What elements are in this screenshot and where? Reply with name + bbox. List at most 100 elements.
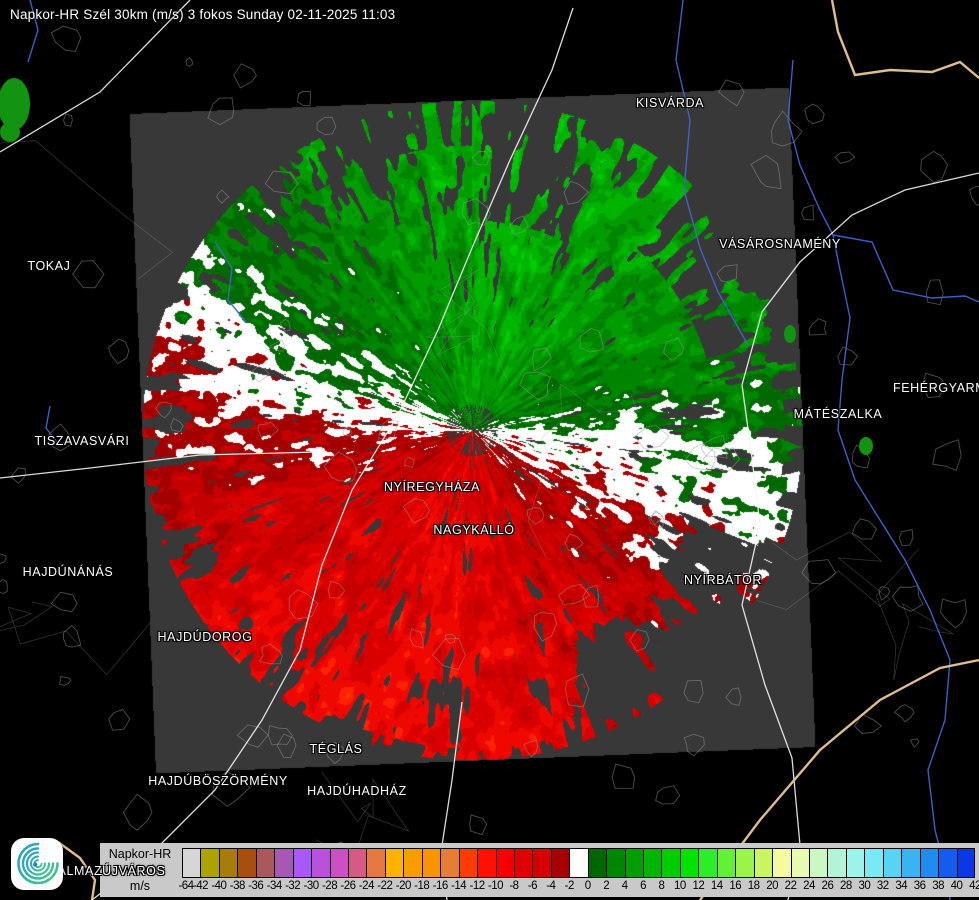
settlement-outline: [59, 676, 72, 686]
legend-swatch: [864, 848, 883, 878]
legend-tick: -28: [321, 880, 338, 892]
forest-patch: [859, 437, 873, 455]
settlement-outline: [750, 154, 782, 190]
legend-swatch: [495, 848, 514, 878]
legend-tick: 34: [895, 880, 908, 892]
legend-swatch: [587, 848, 607, 878]
legend-tick: 8: [658, 880, 665, 892]
settlement-outline: [257, 421, 279, 439]
boundary-line: [875, 548, 954, 681]
settlement-outline: [523, 739, 539, 758]
legend-swatch: [624, 848, 644, 878]
legend-swatch: [311, 848, 330, 878]
settlement-outline: [47, 423, 72, 452]
legend-swatch: [255, 848, 275, 878]
settlement-outline: [564, 533, 584, 552]
settlement-outline: [655, 785, 681, 805]
settlement-outline: [236, 724, 269, 748]
settlement-outline: [650, 510, 663, 526]
settlement-outline: [264, 170, 299, 195]
legend-tick: 12: [692, 880, 705, 892]
legend-tick: -64: [178, 880, 194, 892]
settlement-outline: [122, 793, 153, 831]
legend-tick: -26: [340, 880, 356, 892]
legend-tick: 32: [876, 880, 889, 892]
settlement-outline: [683, 733, 705, 757]
road-line: [0, 0, 191, 153]
legend-tick: -24: [358, 880, 375, 892]
river-line: [787, 59, 951, 900]
legend-swatch: [938, 848, 957, 878]
settlement-outline: [170, 417, 184, 433]
legend-swatch: [440, 848, 459, 878]
legend-tick: -18: [414, 880, 430, 892]
legend-swatch: [477, 848, 496, 878]
river-line: [832, 234, 979, 303]
settlement-outline: [296, 91, 311, 107]
legend-tick: -22: [377, 880, 393, 892]
settlement-outline: [565, 673, 590, 708]
settlement-outline: [279, 318, 291, 332]
settlement-outline: [683, 679, 704, 704]
settlement-outline: [771, 110, 803, 147]
settlement-outline: [800, 204, 815, 221]
settlement-outline: [461, 197, 492, 227]
settlement-outline: [891, 585, 924, 612]
legend-swatch: [901, 848, 920, 878]
legend-tick: -30: [303, 880, 320, 892]
settlement-outline: [582, 584, 600, 608]
legend-swatch: [218, 848, 238, 878]
legend-tick: -8: [509, 880, 519, 892]
legend-swatch: [882, 848, 902, 878]
settlement-outline: [469, 814, 488, 836]
legend-tick: -16: [432, 880, 449, 892]
settlement-outline: [326, 741, 345, 765]
settlement-outline: [969, 185, 979, 206]
legend-swatch: [384, 848, 404, 878]
river-line: [675, 0, 749, 346]
settlement-outline: [404, 456, 415, 469]
settlement-outline: [909, 738, 920, 749]
legend-tick: -2: [564, 880, 575, 892]
legend-swatch: [919, 848, 939, 878]
settlement-outline: [62, 625, 82, 648]
settlement-outline: [801, 559, 837, 585]
legend-swatch: [532, 848, 551, 878]
legend-tick: -34: [266, 880, 283, 892]
settlement-outline: [700, 434, 728, 459]
settlement-outline: [893, 704, 915, 723]
settlement-outline: [252, 365, 270, 383]
legend-tick: 10: [674, 880, 686, 892]
legend-unit: m/s: [129, 879, 151, 893]
settlement-outline: [211, 770, 251, 808]
settlement-outline: [898, 529, 914, 546]
forest-patch: [0, 122, 20, 142]
legend-swatch: [347, 848, 367, 878]
legend-tick: 18: [747, 880, 760, 892]
title-bar: Napkor-HR Szél 30km (m/s) 3 fokos Sunday…: [10, 7, 396, 22]
settlement-outline: [207, 97, 235, 126]
settlement-outline: [717, 79, 745, 107]
settlement-outline: [276, 733, 297, 759]
settlement-outline: [702, 447, 741, 472]
settlement-outline: [526, 507, 545, 525]
settlement-outline: [471, 151, 490, 166]
legend-swatch: [716, 848, 736, 878]
boundary-line: [757, 531, 891, 611]
major-road-line: [830, 0, 979, 79]
legend-tick: -36: [248, 880, 264, 892]
settlement-outline: [533, 612, 558, 642]
settlement-outline: [409, 628, 424, 649]
settlement-outline: [258, 643, 283, 665]
legend-swatch: [809, 848, 828, 878]
settlement-outline: [377, 418, 399, 440]
legend-tick: 22: [784, 880, 797, 892]
settlement-outline: [216, 189, 230, 204]
boundary-line: [315, 771, 410, 860]
legend-swatch: [772, 848, 791, 878]
settlement-outline: [558, 584, 591, 605]
legend-tick: 38: [932, 880, 945, 892]
